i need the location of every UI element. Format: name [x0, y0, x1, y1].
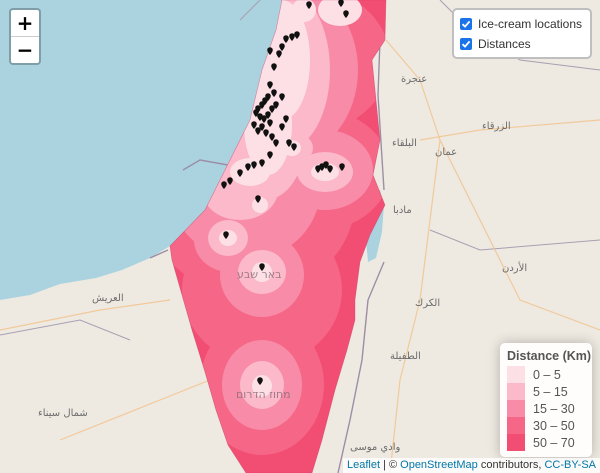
osm-link[interactable]: OpenStreetMap — [400, 459, 478, 471]
ice-cream-marker-icon[interactable] — [255, 127, 261, 135]
layer-control: Ice-cream locations Distances — [451, 8, 592, 59]
checkbox-checked-icon[interactable] — [459, 18, 472, 30]
layer-label: Ice-cream locations — [477, 17, 582, 31]
zoom-out-button[interactable]: − — [11, 36, 39, 63]
zoom-in-button[interactable]: + — [16, 11, 34, 35]
ice-cream-marker-icon[interactable] — [251, 161, 257, 169]
layer-toggle-distances[interactable]: Distances — [459, 34, 582, 54]
ice-cream-marker-icon[interactable] — [306, 1, 312, 10]
border-line — [149, 9, 385, 473]
ice-cream-marker-icon[interactable] — [259, 159, 265, 167]
ice-cream-marker-icon[interactable] — [265, 111, 271, 119]
ice-cream-marker-icon[interactable] — [269, 105, 275, 113]
layer-toggle-ice-cream[interactable]: Ice-cream locations — [459, 14, 582, 34]
legend-row: 5 – 15 — [507, 383, 585, 400]
legend-swatch — [507, 434, 525, 451]
ice-cream-marker-icon[interactable] — [279, 93, 285, 101]
ice-cream-marker-icon[interactable] — [251, 121, 257, 129]
ice-cream-marker-icon[interactable] — [267, 119, 273, 127]
roads — [0, 39, 600, 473]
ice-cream-marker-icon[interactable] — [263, 129, 269, 137]
ice-cream-marker-icon[interactable] — [291, 143, 297, 151]
ice-cream-marker-icon[interactable] — [273, 139, 279, 147]
ice-cream-marker-icon[interactable] — [245, 163, 251, 171]
ice-cream-marker-icon[interactable] — [257, 113, 263, 121]
ice-cream-marker-icon[interactable] — [261, 115, 267, 123]
legend-row: 0 – 5 — [507, 366, 585, 383]
ice-cream-marker-icon[interactable] — [227, 177, 233, 185]
ice-cream-marker-icon[interactable] — [276, 50, 282, 58]
legend-label: 0 – 5 — [533, 367, 561, 382]
legend-row: 30 – 50 — [507, 417, 585, 434]
ice-cream-marker-icon[interactable] — [267, 151, 273, 159]
ice-cream-marker-icon[interactable] — [255, 195, 261, 203]
country-outline — [169, 0, 387, 473]
legend-row: 15 – 30 — [507, 400, 585, 417]
legend-swatch — [507, 400, 525, 417]
legend-label: 5 – 15 — [533, 384, 568, 399]
ice-cream-marker-icon[interactable] — [271, 89, 277, 97]
legend-swatch — [507, 417, 525, 434]
ice-cream-marker-icon[interactable] — [279, 43, 285, 51]
ice-cream-marker-icon[interactable] — [279, 123, 285, 131]
ice-cream-marker-icon[interactable] — [283, 35, 289, 43]
ice-cream-marker-icon[interactable] — [259, 263, 265, 271]
distance-legend: Distance (Km) 0 – 5 5 – 15 15 – 30 30 – … — [500, 343, 592, 457]
attribution-contributors: contributors, — [477, 459, 545, 471]
ice-cream-marker-icon[interactable] — [283, 115, 289, 123]
attribution-separator: | © — [380, 459, 401, 471]
ice-cream-marker-icon[interactable] — [319, 163, 325, 171]
ice-cream-marker-icon[interactable] — [339, 163, 345, 171]
legend-swatch — [507, 383, 525, 400]
map-attribution: Leaflet | © OpenStreetMap contributors, … — [342, 458, 600, 473]
ice-cream-marker-icon[interactable] — [273, 101, 279, 109]
legend-swatch — [507, 366, 525, 383]
legend-row: 50 – 70 — [507, 434, 585, 451]
leaflet-link[interactable]: Leaflet — [346, 459, 380, 471]
checkbox-checked-icon[interactable] — [459, 38, 472, 50]
license-link[interactable]: CC-BY-SA — [544, 459, 596, 471]
legend-label: 15 – 30 — [533, 401, 575, 416]
ice-cream-marker-icon[interactable] — [289, 33, 295, 41]
ice-cream-marker-icon[interactable] — [286, 139, 292, 147]
ice-cream-marker-icon[interactable] — [221, 181, 227, 189]
ice-cream-marker-icon[interactable] — [338, 0, 344, 7]
ice-cream-marker-icon[interactable] — [267, 47, 273, 55]
ice-cream-marker-icon[interactable] — [269, 133, 275, 141]
zoom-control: + − — [9, 8, 41, 65]
ice-cream-marker-icon[interactable] — [257, 377, 263, 385]
ice-cream-marker-icon[interactable] — [294, 31, 300, 39]
legend-label: 50 – 70 — [533, 435, 575, 450]
ice-cream-markers — [221, 0, 349, 385]
ice-cream-marker-icon[interactable] — [271, 63, 277, 71]
legend-label: 30 – 50 — [533, 418, 575, 433]
ice-cream-marker-icon[interactable] — [223, 231, 229, 239]
mediterranean-sea — [0, 0, 283, 300]
ice-cream-marker-icon[interactable] — [343, 10, 349, 18]
layer-label: Distances — [477, 37, 531, 51]
ice-cream-marker-icon[interactable] — [237, 169, 243, 177]
ice-cream-marker-icon[interactable] — [315, 165, 321, 173]
ice-cream-marker-icon[interactable] — [327, 165, 333, 173]
ice-cream-marker-icon[interactable] — [267, 81, 273, 89]
legend-title: Distance (Km) — [507, 349, 592, 363]
